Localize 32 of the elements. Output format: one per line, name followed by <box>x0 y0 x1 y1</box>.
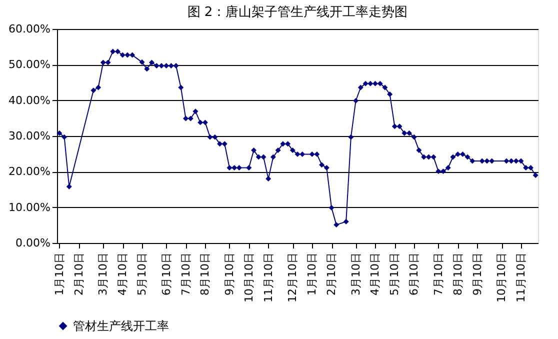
chart-title: 图 2：唐山架子管生产线开工率走势图 <box>187 4 408 20</box>
x-tick-label: 3月10日 <box>96 252 110 296</box>
x-tick-label: 9月10日 <box>470 252 484 296</box>
y-tick-label: 30.00% <box>8 130 50 142</box>
y-tick-label: 0.00% <box>16 236 50 250</box>
legend-label: 管材生产线开工率 <box>73 319 169 333</box>
x-tick-label: 4月10日 <box>368 252 382 296</box>
x-tick-label: 2月10日 <box>72 252 86 296</box>
x-tick-label: 5月10日 <box>388 252 402 296</box>
x-tick-label: 10月10日 <box>242 252 256 302</box>
y-tick-label: 40.00% <box>8 94 50 107</box>
x-tick-label: 2月10日 <box>325 252 338 296</box>
y-tick-label: 60.00% <box>8 22 50 36</box>
x-tick-label: 11月10日 <box>262 252 275 302</box>
x-tick-label: 7月10日 <box>179 252 192 296</box>
x-tick-label: 4月10日 <box>116 252 130 296</box>
y-tick-label: 10.00% <box>8 200 50 214</box>
x-tick-label: 6月10日 <box>408 252 421 296</box>
x-tick-label: 8月10日 <box>451 252 464 296</box>
x-tick-label: 8月10日 <box>198 252 212 296</box>
x-tick-label: 12月10日 <box>286 252 300 302</box>
x-tick-label: 11月10日 <box>514 252 528 302</box>
x-tick-label: 6月10日 <box>160 252 173 296</box>
x-tick-label: 1月10日 <box>52 252 66 296</box>
x-tick-label: 3月10日 <box>349 252 362 296</box>
x-tick-label: 1月10日 <box>306 252 319 296</box>
x-tick-label: 10月10日 <box>495 252 508 302</box>
x-tick-label: 7月10日 <box>432 252 445 296</box>
y-tick-label: 20.00% <box>8 165 50 178</box>
x-tick-label: 5月10日 <box>136 252 149 296</box>
x-tick-label: 9月10日 <box>222 252 236 296</box>
y-tick-label: 50.00% <box>8 58 50 72</box>
